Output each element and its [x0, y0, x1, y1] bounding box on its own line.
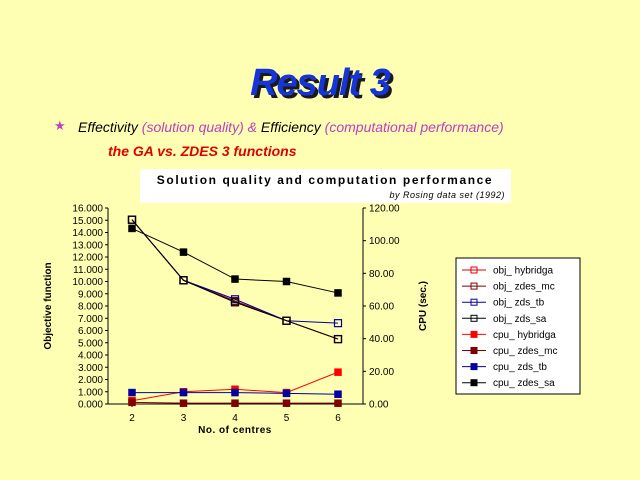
y-tick-label-right: 120.00: [369, 204, 400, 215]
legend-marker: [470, 363, 478, 371]
x-axis-label: No. of centres: [198, 425, 272, 436]
x-tick-label: 4: [232, 413, 238, 424]
y-axis-label-left: Objective function: [43, 262, 54, 349]
series-line-3: [131, 219, 339, 340]
legend-label: obj_ zds_sa: [493, 314, 547, 325]
y-axis-label-right: CPU (sec.): [418, 281, 429, 331]
y-tick-label-left: 14.000: [72, 228, 103, 239]
data-point: [231, 275, 239, 283]
y-tick-label-left: 16.000: [72, 204, 103, 215]
efficiency-label: Efficiency: [260, 119, 321, 135]
y-tick-label-left: 2.000: [78, 375, 103, 386]
solution-quality-note: (solution quality) &: [137, 119, 261, 135]
y-tick-label-left: 10.000: [72, 277, 103, 288]
y-tick-label-right: 100.00: [369, 236, 400, 247]
legend-marker: [470, 282, 478, 290]
comparison-subline: the GA vs. ZDES 3 functions: [108, 143, 297, 159]
y-tick-label-left: 1.000: [78, 387, 103, 398]
data-point: [179, 276, 188, 285]
y-tick-label-left: 7.000: [78, 314, 103, 325]
data-point: [282, 277, 291, 286]
legend-box: [455, 257, 581, 395]
data-point: [231, 388, 239, 397]
computational-performance-note: (computational performance): [320, 119, 504, 135]
chart-subtitle: by Rosing data set (1992): [389, 190, 505, 200]
data-point: [128, 224, 136, 233]
data-point: [334, 368, 342, 376]
y-tick-label-left: 12.000: [72, 253, 103, 264]
y-tick-label-right: 60.00: [369, 302, 394, 313]
x-tick-label: 5: [284, 413, 290, 424]
data-point: [128, 398, 136, 407]
data-point: [128, 388, 136, 397]
series-line-2: [131, 219, 339, 324]
data-point: [282, 399, 291, 407]
legend-marker: [470, 330, 478, 338]
y-tick-label-right: 0.00: [369, 400, 389, 411]
legend-label: obj_ zdes_mc: [493, 282, 555, 293]
y-tick-label-left: 8.000: [78, 302, 103, 313]
data-point: [230, 298, 240, 307]
legend-marker: [470, 379, 478, 387]
slide-title: Result 3: [250, 62, 391, 104]
x-tick-label: 6: [335, 413, 341, 424]
data-point: [334, 399, 342, 407]
y-tick-label-left: 6.000: [78, 326, 103, 337]
effectivity-label: Effectivity: [78, 119, 138, 135]
y-tick-label-left: 5.000: [78, 338, 103, 349]
legend-marker: [470, 266, 478, 274]
y-tick-label-left: 9.000: [78, 289, 103, 300]
data-point: [179, 399, 188, 407]
legend-label: cpu_ zds_tb: [493, 362, 547, 373]
legend-label: obj_ zds_tb: [493, 298, 545, 309]
y-tick-label-right: 40.00: [369, 334, 394, 345]
x-tick-label: 2: [129, 413, 135, 424]
data-point: [231, 399, 239, 407]
y-tick-label-right: 20.00: [369, 367, 394, 378]
data-point: [333, 334, 343, 344]
data-point: [282, 316, 291, 325]
data-point: [127, 215, 137, 224]
y-tick-label-left: 3.000: [78, 363, 103, 374]
data-point: [334, 289, 342, 297]
star-bullet-icon: ★: [54, 118, 66, 133]
legend-label: cpu_ hybridga: [493, 330, 556, 341]
chart-title: Solution quality and computation perform…: [157, 173, 493, 187]
chart-title-box: [140, 169, 511, 203]
data-point: [179, 248, 188, 256]
data-point: [179, 388, 188, 397]
legend-label: cpu_ zdes_sa: [493, 378, 555, 389]
y-tick-label-left: 4.000: [78, 351, 103, 362]
data-point: [333, 319, 343, 328]
data-point: [334, 390, 342, 398]
x-tick-label: 3: [181, 413, 187, 424]
legend-marker: [470, 314, 478, 322]
y-tick-label-left: 13.000: [72, 240, 103, 251]
legend-marker: [470, 347, 478, 354]
series-line-7: [131, 227, 339, 294]
legend-marker: [470, 298, 478, 306]
y-tick-label-left: 11.000: [73, 265, 103, 276]
data-point: [282, 389, 291, 398]
y-tick-label-right: 80.00: [369, 269, 394, 280]
y-tick-label-left: 0.000: [78, 400, 103, 411]
legend-label: obj_ hybridga: [493, 266, 553, 277]
legend-label: cpu_ zdes_mc: [493, 346, 557, 357]
y-tick-label-left: 15.000: [72, 216, 103, 227]
bullet-line-effectivity: Effectivity (solution quality) & Efficie…: [78, 119, 504, 135]
